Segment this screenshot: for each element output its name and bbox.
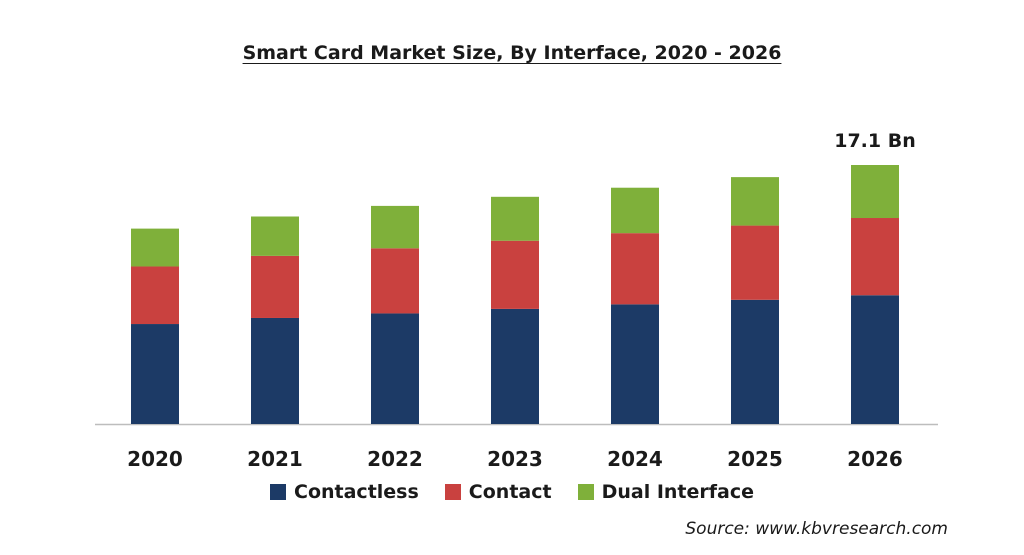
legend-item-contact: Contact xyxy=(444,481,552,503)
x-tick-label-2024: 2024 xyxy=(607,447,663,471)
x-tick-label-2023: 2023 xyxy=(487,447,543,471)
bar-contactless-2026 xyxy=(851,295,899,424)
bar-contactless-2025 xyxy=(731,299,779,424)
legend-label-dual-interface: Dual Interface xyxy=(601,481,754,503)
x-tick-label-2025: 2025 xyxy=(727,447,783,471)
x-tick-label-2022: 2022 xyxy=(367,447,423,471)
legend-item-dual-interface: Dual Interface xyxy=(577,481,754,503)
bar-dual-interface-2026 xyxy=(851,165,899,219)
legend-swatch-dual-interface xyxy=(577,484,594,500)
bar-dual-interface-2025 xyxy=(731,177,779,226)
bar-contact-2021 xyxy=(251,255,299,318)
legend-swatch-contactless xyxy=(270,484,286,500)
legend: Contactless Contact Dual Interface xyxy=(0,481,1024,503)
bar-contactless-2023 xyxy=(491,308,539,424)
legend-item-contactless: Contactless xyxy=(270,481,419,503)
chart-title: Smart Card Market Size, By Interface, 20… xyxy=(242,42,782,64)
bar-contact-2020 xyxy=(131,266,179,325)
data-label-total-2026: 17.1 Bn xyxy=(834,130,916,152)
source-credit: Source: www.kbvresearch.com xyxy=(685,519,948,539)
legend-label-contact: Contact xyxy=(468,481,552,503)
bar-dual-interface-2023 xyxy=(491,196,539,241)
x-tick-label-2026: 2026 xyxy=(847,447,903,471)
bar-contactless-2024 xyxy=(611,304,659,424)
legend-swatch-contact xyxy=(444,484,461,500)
bar-dual-interface-2020 xyxy=(131,228,179,267)
bar-contactless-2021 xyxy=(251,317,299,424)
bar-contactless-2022 xyxy=(371,313,419,424)
x-tick-label-2021: 2021 xyxy=(247,447,303,471)
legend-label-contactless: Contactless xyxy=(294,481,419,503)
bar-contactless-2020 xyxy=(131,324,179,424)
bar-dual-interface-2021 xyxy=(251,216,299,256)
x-tick-label-2020: 2020 xyxy=(127,447,183,471)
bar-contact-2024 xyxy=(611,233,659,305)
bar-contact-2023 xyxy=(491,240,539,309)
bar-contact-2025 xyxy=(731,225,779,300)
bar-dual-interface-2024 xyxy=(611,187,659,234)
bar-dual-interface-2022 xyxy=(371,205,419,249)
bar-contact-2026 xyxy=(851,218,899,296)
bar-contact-2022 xyxy=(371,248,419,314)
